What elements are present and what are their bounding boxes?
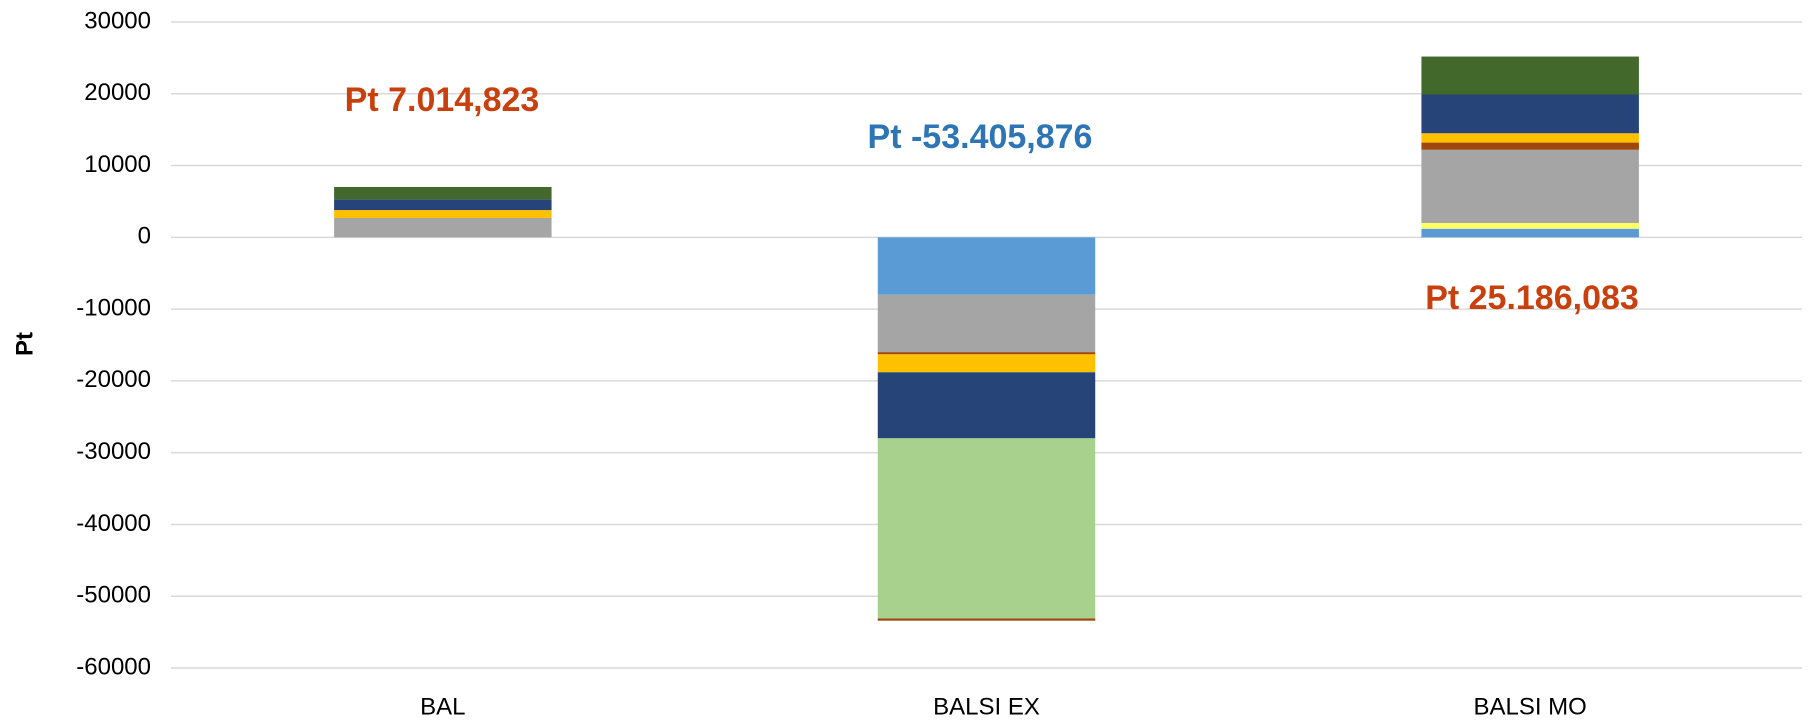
x-tick-label: BAL [420,693,465,720]
bar-segment [1421,228,1639,238]
bar-segment [334,210,552,218]
annotation: Pt 7.014,823 [345,81,540,119]
bar-segment [334,186,552,200]
y-tick-label: 20000 [84,79,151,106]
bar-segment [877,372,1096,439]
bar-segment [877,352,1096,355]
annotation: Pt -53.405,876 [868,118,1093,156]
bar-segment [334,217,552,238]
bar-segment [1421,149,1639,223]
bar-segment [1421,142,1639,150]
bar-segment [877,354,1096,373]
y-axis-label: Pt [11,332,38,356]
annotation: Pt 25.186,083 [1425,279,1639,317]
y-tick-label: 30000 [84,7,151,34]
bar-segment [877,438,1096,619]
bar-segment [1421,56,1639,95]
y-tick-label: -60000 [76,653,151,680]
y-tick-label: -20000 [76,366,151,393]
y-tick-label: -40000 [76,510,151,537]
y-tick-label: -50000 [76,582,151,609]
bar-segment [334,199,552,211]
bar-segment [1421,133,1639,143]
x-tick-label: BALSI EX [933,693,1040,720]
y-tick-label: 0 [138,223,151,250]
x-tick-label: BALSI MO [1473,693,1586,720]
bar-segment [877,294,1096,353]
bar-segment [1421,94,1639,134]
y-tick-label: 10000 [84,151,151,178]
y-tick-label: -30000 [76,438,151,465]
bar-segment [877,618,1096,621]
bar-segment [1421,222,1639,229]
bar-segment [877,237,1096,295]
y-tick-label: -10000 [76,294,151,321]
